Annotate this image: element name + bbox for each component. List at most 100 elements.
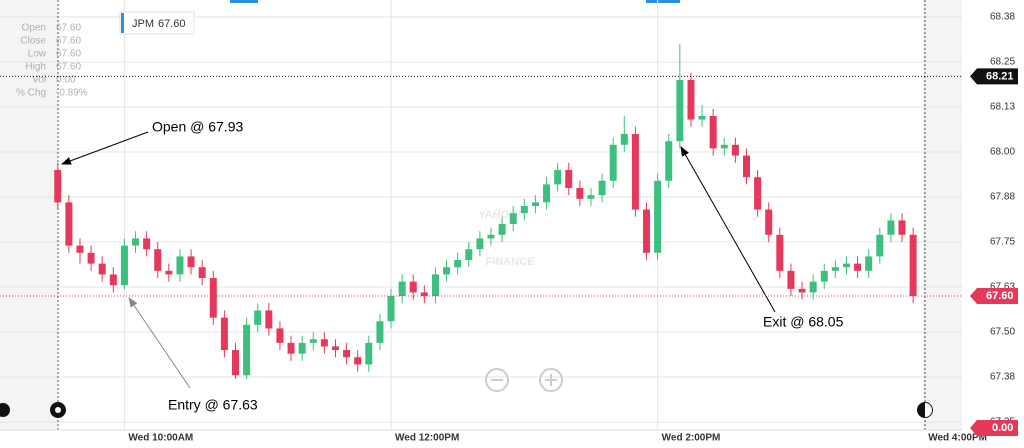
candle-body	[298, 342, 306, 354]
candle-body	[676, 79, 684, 142]
legend-swatch	[121, 13, 124, 33]
candle-body	[165, 270, 173, 275]
candle-body	[709, 115, 717, 149]
info-value: 67.60	[56, 36, 81, 47]
candle-body	[354, 357, 362, 365]
annotation-arrow	[61, 131, 149, 165]
legend-chip[interactable]	[119, 11, 195, 35]
info-value: 0.00	[56, 75, 76, 86]
y-tick-label: 67.38	[990, 372, 1015, 383]
event-icon[interactable]	[0, 403, 10, 417]
price-tag	[970, 288, 1018, 305]
candle-body	[531, 202, 539, 206]
price-tag	[970, 68, 1018, 85]
candle-body	[809, 281, 817, 293]
candle-body	[898, 220, 906, 235]
candle-body	[431, 274, 439, 297]
info-label: Open	[22, 23, 46, 34]
candle-body	[654, 180, 662, 253]
candle-body	[176, 256, 184, 275]
info-label: % Chg	[16, 88, 46, 99]
candle-body	[54, 169, 62, 203]
price-tag-label: 67.60	[986, 290, 1014, 302]
x-tick-label: Wed 12:00PM	[395, 433, 459, 444]
info-label: High	[25, 62, 46, 73]
candle-body	[198, 267, 206, 279]
x-tick-label: Wed 10:00AM	[128, 433, 193, 444]
candle-body	[454, 260, 462, 268]
candle-body	[665, 141, 673, 181]
candle-body	[887, 220, 895, 235]
candle-body	[587, 195, 595, 199]
candle-body	[243, 324, 251, 376]
candle-body	[376, 321, 384, 343]
candle-body	[787, 270, 795, 289]
candle-body	[876, 234, 884, 257]
legend-value: 67.60	[158, 18, 186, 30]
zoom-out[interactable]	[485, 368, 509, 392]
candle-body	[265, 310, 273, 329]
candle-body	[443, 267, 451, 275]
candle-body	[476, 238, 484, 250]
zoom-controls	[485, 368, 563, 392]
y-tick-label: 67.50	[990, 327, 1015, 338]
volume-tag-label: 0.00	[992, 422, 1013, 434]
zoom-in[interactable]	[539, 368, 563, 392]
candle-body	[687, 79, 695, 120]
candle-body	[343, 350, 351, 358]
info-label: Low	[28, 49, 47, 60]
info-value: -0.89%	[56, 88, 88, 99]
candle-body	[731, 144, 739, 156]
y-tick-label: 68.00	[990, 147, 1015, 158]
candle-body	[209, 278, 217, 318]
candle-body	[909, 234, 917, 297]
candle-body	[220, 317, 228, 351]
candle-body	[576, 187, 584, 199]
annotation: Open @ 67.93	[152, 119, 243, 135]
info-label: Vol	[32, 75, 46, 86]
info-value: 67.60	[56, 49, 81, 60]
annotation-arrow	[680, 146, 776, 313]
candle-body	[543, 184, 551, 203]
candle-body	[776, 234, 784, 271]
candle-body	[565, 169, 573, 188]
candle-body	[631, 133, 639, 210]
candle-body	[842, 263, 850, 268]
candle-body	[98, 263, 106, 275]
candle-body	[154, 249, 162, 271]
candle-body	[109, 274, 117, 286]
candle-body	[309, 339, 317, 343]
candle-body	[520, 205, 528, 214]
candle-body	[254, 310, 262, 325]
candle-body	[831, 267, 839, 271]
candle-body	[132, 238, 140, 246]
info-value: 67.60	[56, 62, 81, 73]
x-tick-label: Wed 2:00PM	[662, 433, 721, 444]
y-tick-label: 67.75	[990, 237, 1015, 248]
afterhours-shade	[925, 0, 962, 430]
candle-body	[387, 296, 395, 322]
candle-body	[487, 234, 495, 239]
candle-body	[287, 342, 295, 354]
y-tick-label: 67.88	[990, 192, 1015, 203]
y-tick-label: 68.13	[990, 102, 1015, 113]
top-marker	[230, 0, 258, 3]
candle-body	[465, 249, 473, 261]
annotation: Entry @ 67.63	[168, 397, 258, 413]
x-tick-label: Wed 4:00PM	[928, 433, 987, 444]
candle-body	[754, 177, 762, 210]
candle-body	[698, 115, 706, 120]
candle-body	[798, 288, 806, 293]
candle-body	[554, 169, 562, 185]
candle-body	[609, 144, 617, 181]
y-tick-label: 68.25	[990, 57, 1015, 68]
candle-body	[498, 224, 506, 235]
volume-tag	[970, 420, 1018, 436]
candle-body	[409, 281, 417, 293]
price-tag-label: 68.21	[986, 70, 1014, 82]
candle-body	[742, 155, 750, 178]
candle-body	[720, 144, 728, 149]
candle-body	[187, 256, 195, 268]
candle-body	[854, 263, 862, 271]
